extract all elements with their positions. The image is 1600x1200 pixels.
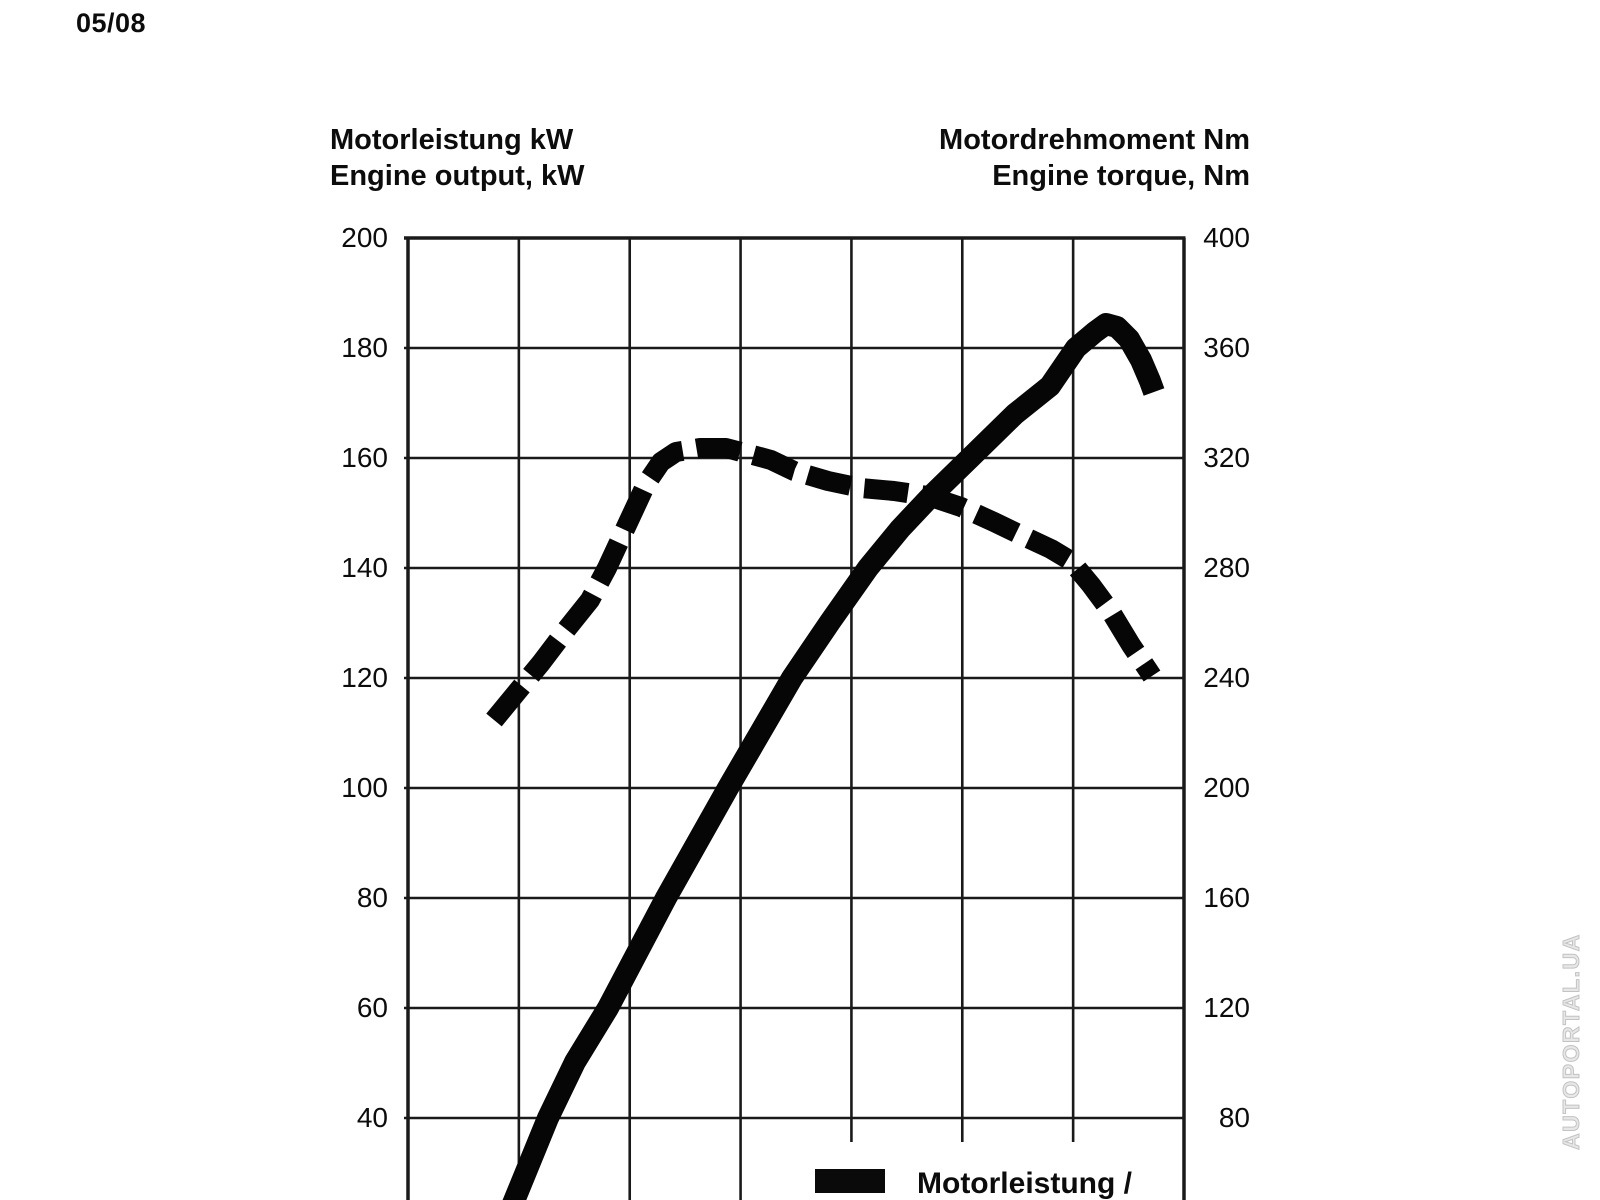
right-tick-label: 160 [1203,882,1250,913]
right-tick-label: 200 [1203,772,1250,803]
left-axis-title-en: Engine output, kW [330,160,585,192]
torque-curve [486,438,1161,727]
chart-curves [486,313,1165,1200]
left-tick-label: 140 [341,552,388,583]
left-tick-label: 60 [356,992,388,1023]
page-number: 05/08 [76,8,147,38]
left-tick-label: 80 [356,882,388,913]
chart-grid [404,236,1186,1200]
right-tick-label: 80 [1218,1102,1250,1133]
left-tick-label: 40 [356,1102,388,1133]
left-axis-title-de: Motorleistung kW [330,124,574,156]
right-tick-label: 360 [1203,332,1250,363]
chart-legend: Motorleistung / [790,1142,1182,1200]
legend-label: Motorleistung / [917,1167,1132,1200]
left-axis-title: Motorleistung kW Engine output, kW [330,122,585,194]
right-tick-label: 240 [1203,662,1250,693]
power-curve-swatch [815,1169,885,1193]
right-tick-label: 320 [1203,442,1250,473]
left-tick-label: 200 [341,222,388,253]
left-tick-label: 120 [341,662,388,693]
right-axis-title-en: Engine torque, Nm [992,160,1250,192]
left-tick-label: 160 [341,442,388,473]
right-tick-label: 280 [1203,552,1250,583]
right-tick-label: 400 [1203,222,1250,253]
left-tick-label: 100 [341,772,388,803]
left-tick-label: 180 [341,332,388,363]
right-tick-label: 120 [1203,992,1250,1023]
watermark: AUTOPORTAL.UA [1558,933,1585,1151]
power-curve [502,313,1165,1200]
right-axis-title-de: Motordrehmoment Nm [939,124,1250,156]
right-axis-title: Motordrehmoment Nm Engine torque, Nm [848,122,1250,194]
